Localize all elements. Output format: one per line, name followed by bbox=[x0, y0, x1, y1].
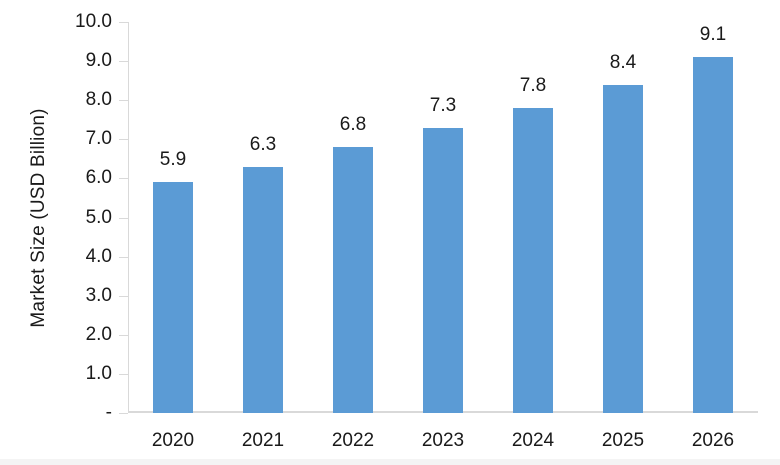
y-tick-label: 5.0 bbox=[85, 207, 112, 228]
y-tick-mark bbox=[119, 374, 128, 375]
x-tick-label: 2020 bbox=[151, 430, 195, 451]
y-tick-label: - bbox=[105, 402, 112, 423]
bar-2022 bbox=[333, 147, 373, 413]
bar-2021 bbox=[243, 167, 283, 413]
bar-value-label: 6.8 bbox=[339, 114, 367, 135]
y-tick-mark bbox=[119, 178, 128, 179]
y-tick-label: 6.0 bbox=[85, 167, 112, 188]
x-tick-label: 2026 bbox=[691, 430, 735, 451]
y-tick-label: 10.0 bbox=[75, 11, 112, 32]
y-tick-label: 3.0 bbox=[85, 285, 112, 306]
y-tick-mark bbox=[119, 257, 128, 258]
x-tick-label: 2023 bbox=[421, 430, 465, 451]
bar-value-label: 7.8 bbox=[519, 75, 547, 96]
y-tick-mark bbox=[119, 61, 128, 62]
y-tick-mark bbox=[119, 139, 128, 140]
y-tick-label: 2.0 bbox=[85, 324, 112, 345]
y-tick-mark bbox=[119, 22, 128, 23]
y-tick-label: 8.0 bbox=[85, 89, 112, 110]
bar-value-label: 7.3 bbox=[429, 95, 457, 116]
bar-value-label: 6.3 bbox=[249, 134, 277, 155]
bar-2025 bbox=[603, 85, 643, 413]
bar-2026 bbox=[693, 57, 733, 413]
y-tick-label: 7.0 bbox=[85, 128, 112, 149]
y-tick-mark bbox=[119, 413, 128, 414]
y-tick-mark bbox=[119, 335, 128, 336]
bar-value-label: 5.9 bbox=[159, 149, 187, 170]
y-axis-line bbox=[128, 22, 129, 413]
y-tick-mark bbox=[119, 100, 128, 101]
x-tick-label: 2021 bbox=[241, 430, 285, 451]
y-tick-label: 9.0 bbox=[85, 50, 112, 71]
bar-2020 bbox=[153, 182, 193, 413]
bar-value-label: 8.4 bbox=[609, 52, 637, 73]
x-tick-label: 2025 bbox=[601, 430, 645, 451]
y-tick-mark bbox=[119, 296, 128, 297]
y-tick-label: 1.0 bbox=[85, 363, 112, 384]
y-tick-label: 4.0 bbox=[85, 246, 112, 267]
y-tick-mark bbox=[119, 218, 128, 219]
bottom-edge-strip bbox=[0, 459, 780, 465]
bar-2024 bbox=[513, 108, 553, 413]
bar-value-label: 9.1 bbox=[699, 24, 727, 45]
bar-2023 bbox=[423, 128, 463, 413]
x-tick-label: 2022 bbox=[331, 430, 375, 451]
x-tick-label: 2024 bbox=[511, 430, 555, 451]
